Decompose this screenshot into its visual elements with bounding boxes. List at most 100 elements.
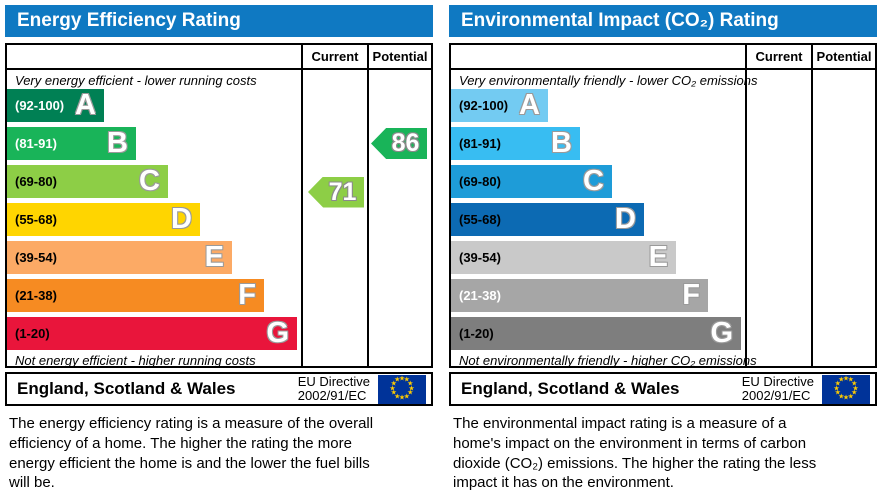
band-letter: E [204,241,224,273]
eu-star-icon: ★ [834,389,841,397]
environmental-impact-panel: Environmental Impact (CO₂) Rating Curren… [449,5,877,493]
band-letter: G [710,317,733,349]
current-column-divider [301,70,303,366]
eu-star-icon: ★ [851,389,858,397]
band-row-e: (39-54) E [7,241,232,274]
eu-directive-line1: EU Directive [297,373,370,389]
region-footer: England, Scotland & Wales EU Directive 2… [449,372,877,406]
eu-star-icon: ★ [834,380,841,388]
eu-star-icon: ★ [851,380,858,388]
eu-star-icon: ★ [852,385,859,392]
eu-star-icon: ★ [403,393,410,401]
eu-star-icon: ★ [398,394,406,402]
eu-star-icon: ★ [842,394,850,402]
band-letter: F [238,279,256,311]
eu-star-icon: ★ [390,380,397,388]
current-rating-arrow: 71 [308,176,364,208]
band-range: (69-80) [459,174,501,189]
eu-star-icon: ★ [842,375,850,383]
band-row-c: (69-80) C [7,165,168,198]
panel-title: Environmental Impact (CO₂) Rating [449,5,877,37]
region-footer: England, Scotland & Wales EU Directive 2… [5,372,433,406]
eu-star-icon: ★ [847,393,854,401]
eu-flag-icon: ★ ★ ★ ★ ★ ★ ★ ★ ★ ★ ★ ★ [822,374,870,404]
band-range: (39-54) [15,250,57,265]
eu-directive-line2: 2002/91/EC [297,388,367,403]
top-note: Very environmentally friendly - lower CO… [459,73,758,88]
rating-table-body: Very environmentally friendly - lower CO… [451,70,875,368]
eu-star-icon: ★ [389,385,396,392]
band-range: (92-100) [15,98,65,113]
energy-efficiency-panel: Energy Efficiency Rating Current Potenti… [5,5,433,493]
eu-directive-label: EU Directive 2002/91/EC [741,373,814,404]
band-range: (55-68) [15,212,57,227]
eu-flag-icon: ★ ★ ★ ★ ★ ★ ★ ★ ★ ★ ★ ★ [378,374,426,404]
rating-table: Current Potential Very environmentally f… [449,43,877,368]
band-row-b: (81-91) B [7,127,136,160]
band-range: (21-38) [15,288,57,303]
region-label: England, Scotland & Wales [461,379,680,398]
current-column-divider [745,70,747,366]
band-row-g: (1-20) G [7,317,297,350]
top-note: Very energy efficient - lower running co… [15,73,257,88]
header-spacer [451,45,745,68]
band-letter: C [583,165,604,197]
eu-directive-line1: EU Directive [741,373,814,389]
eu-star-icon: ★ [407,380,414,388]
band-letter: F [682,279,700,311]
panel-title: Energy Efficiency Rating [5,5,433,37]
band-range: (1-20) [15,326,50,341]
bottom-note: Not environmentally friendly - higher CO… [459,353,757,368]
band-range: (21-38) [459,288,501,303]
rating-table-header: Current Potential [451,45,875,70]
eu-star-icon: ★ [838,393,845,401]
band-row-a: (92-100) A [451,89,548,122]
eu-star-icon: ★ [407,389,414,397]
band-letter: C [139,165,160,197]
eu-directive-line2: 2002/91/EC [741,388,811,403]
band-row-a: (92-100) A [7,89,104,122]
band-row-d: (55-68) D [451,203,644,236]
band-row-f: (21-38) F [7,279,264,312]
band-letter: A [519,89,540,121]
eu-star-icon: ★ [394,376,401,384]
band-range: (81-91) [459,136,501,151]
eu-directive-label: EU Directive 2002/91/EC [297,373,370,404]
band-letter: D [615,203,636,235]
header-spacer [7,45,301,68]
band-row-b: (81-91) B [451,127,580,160]
rating-description: The environmental impact rating is a mea… [453,415,817,492]
band-row-g: (1-20) G [451,317,741,350]
eu-star-icon: ★ [833,385,840,392]
eu-star-icon: ★ [408,385,415,392]
potential-column-divider [811,70,813,366]
eu-star-icon: ★ [390,389,397,397]
column-header-potential: Potential [367,45,431,68]
band-letter: G [266,317,289,349]
potential-column-divider [367,70,369,366]
band-letter: A [75,89,96,121]
eu-star-icon: ★ [403,376,410,384]
bottom-note: Not energy efficient - higher running co… [15,353,256,368]
band-range: (81-91) [15,136,57,151]
band-row-d: (55-68) D [7,203,200,236]
band-range: (1-20) [459,326,494,341]
column-header-current: Current [301,45,367,68]
band-range: (69-80) [15,174,57,189]
column-header-potential: Potential [811,45,875,68]
band-letter: D [171,203,192,235]
eu-star-icon: ★ [847,376,854,384]
band-letter: E [648,241,668,273]
rating-table: Current Potential Very energy efficient … [5,43,433,368]
band-row-e: (39-54) E [451,241,676,274]
rating-table-body: Very energy efficient - lower running co… [7,70,431,368]
rating-table-header: Current Potential [7,45,431,70]
eu-star-icon: ★ [398,375,406,383]
eu-star-icon: ★ [838,376,845,384]
rating-bands: (92-100) A (81-91) B (69-80) C (55-68) D… [451,89,875,350]
eu-star-icon: ★ [394,393,401,401]
band-range: (92-100) [459,98,509,113]
band-row-f: (21-38) F [451,279,708,312]
band-range: (39-54) [459,250,501,265]
band-letter: B [551,127,572,159]
